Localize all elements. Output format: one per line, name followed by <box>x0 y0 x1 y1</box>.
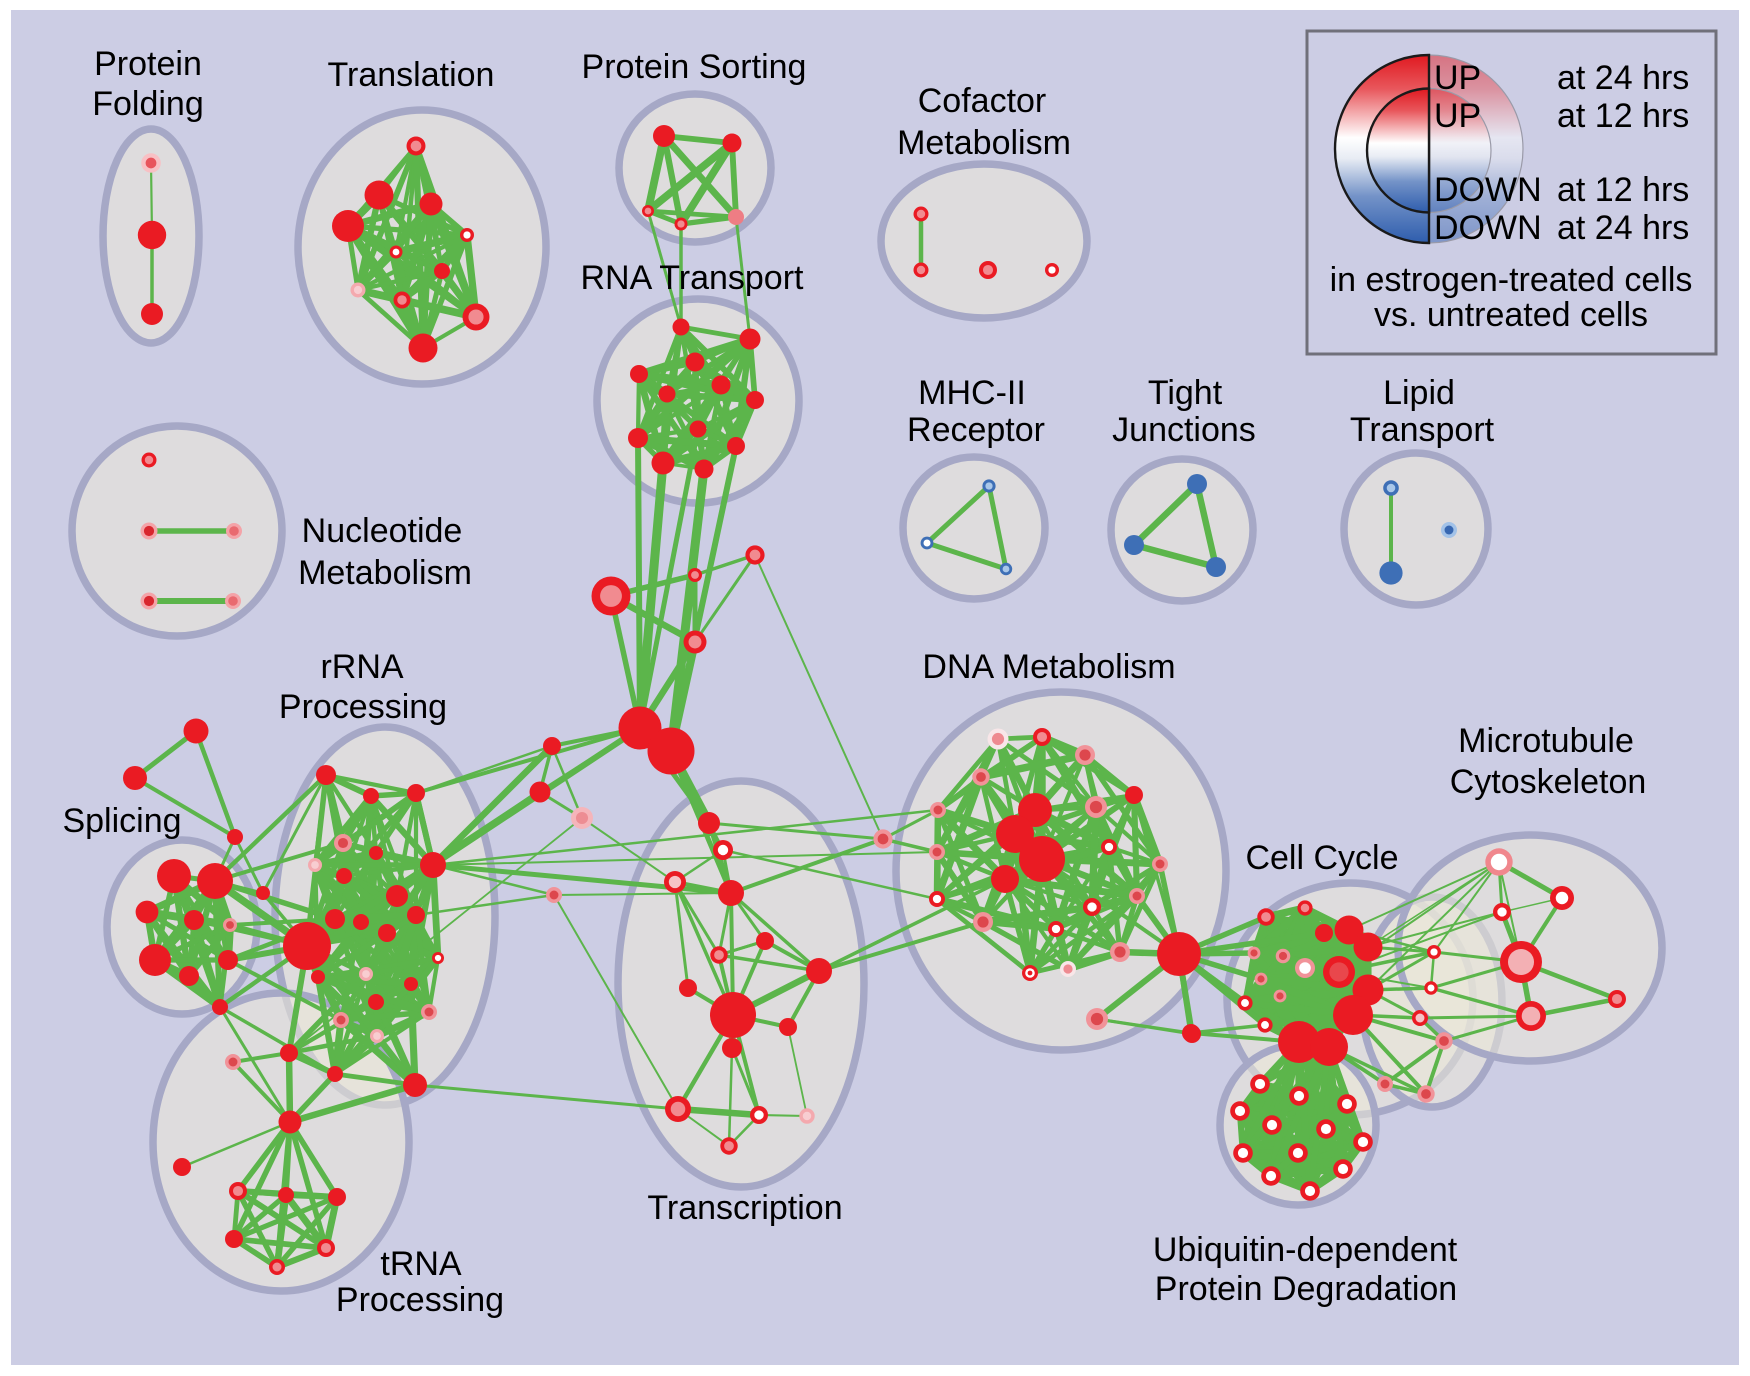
svg-text:Protein Sorting: Protein Sorting <box>582 48 807 86</box>
svg-text:Transport: Transport <box>1350 411 1495 449</box>
svg-text:Nucleotide: Nucleotide <box>302 512 463 550</box>
svg-text:Receptor: Receptor <box>907 411 1045 449</box>
svg-text:at 12 hrs: at 12 hrs <box>1557 97 1689 135</box>
svg-text:DOWN: DOWN <box>1434 171 1542 209</box>
svg-text:Lipid: Lipid <box>1383 374 1455 412</box>
svg-text:DOWN: DOWN <box>1434 209 1542 247</box>
svg-text:Ubiquitin-dependent: Ubiquitin-dependent <box>1153 1231 1458 1269</box>
svg-text:at 24 hrs: at 24 hrs <box>1557 209 1689 247</box>
svg-text:Protein: Protein <box>94 45 202 83</box>
svg-text:RNA Transport: RNA Transport <box>581 259 805 297</box>
svg-text:Metabolism: Metabolism <box>298 554 472 592</box>
svg-text:Junctions: Junctions <box>1112 411 1256 449</box>
svg-text:DNA Metabolism: DNA Metabolism <box>922 648 1175 686</box>
svg-text:MHC-II: MHC-II <box>918 374 1026 412</box>
svg-text:Microtubule: Microtubule <box>1458 722 1634 760</box>
svg-text:rRNA: rRNA <box>320 648 403 686</box>
svg-text:tRNA: tRNA <box>380 1245 462 1283</box>
svg-text:Metabolism: Metabolism <box>897 124 1071 162</box>
svg-text:at 24 hrs: at 24 hrs <box>1557 59 1689 97</box>
svg-text:Processing: Processing <box>336 1281 504 1319</box>
svg-text:at 12 hrs: at 12 hrs <box>1557 171 1689 209</box>
svg-text:vs. untreated cells: vs. untreated cells <box>1374 296 1648 334</box>
svg-text:UP: UP <box>1434 97 1481 135</box>
svg-text:in estrogen-treated cells: in estrogen-treated cells <box>1330 261 1693 299</box>
svg-text:Transcription: Transcription <box>647 1189 842 1227</box>
svg-text:UP: UP <box>1434 59 1481 97</box>
svg-text:Translation: Translation <box>328 56 495 94</box>
svg-text:Folding: Folding <box>92 85 204 123</box>
svg-text:Cytoskeleton: Cytoskeleton <box>1450 763 1647 801</box>
svg-text:Protein Degradation: Protein Degradation <box>1155 1270 1457 1308</box>
svg-text:Processing: Processing <box>279 688 447 726</box>
svg-text:Tight: Tight <box>1148 374 1223 412</box>
svg-text:Cell Cycle: Cell Cycle <box>1245 839 1398 877</box>
svg-text:Splicing: Splicing <box>62 802 181 840</box>
svg-text:Cofactor: Cofactor <box>918 82 1047 120</box>
